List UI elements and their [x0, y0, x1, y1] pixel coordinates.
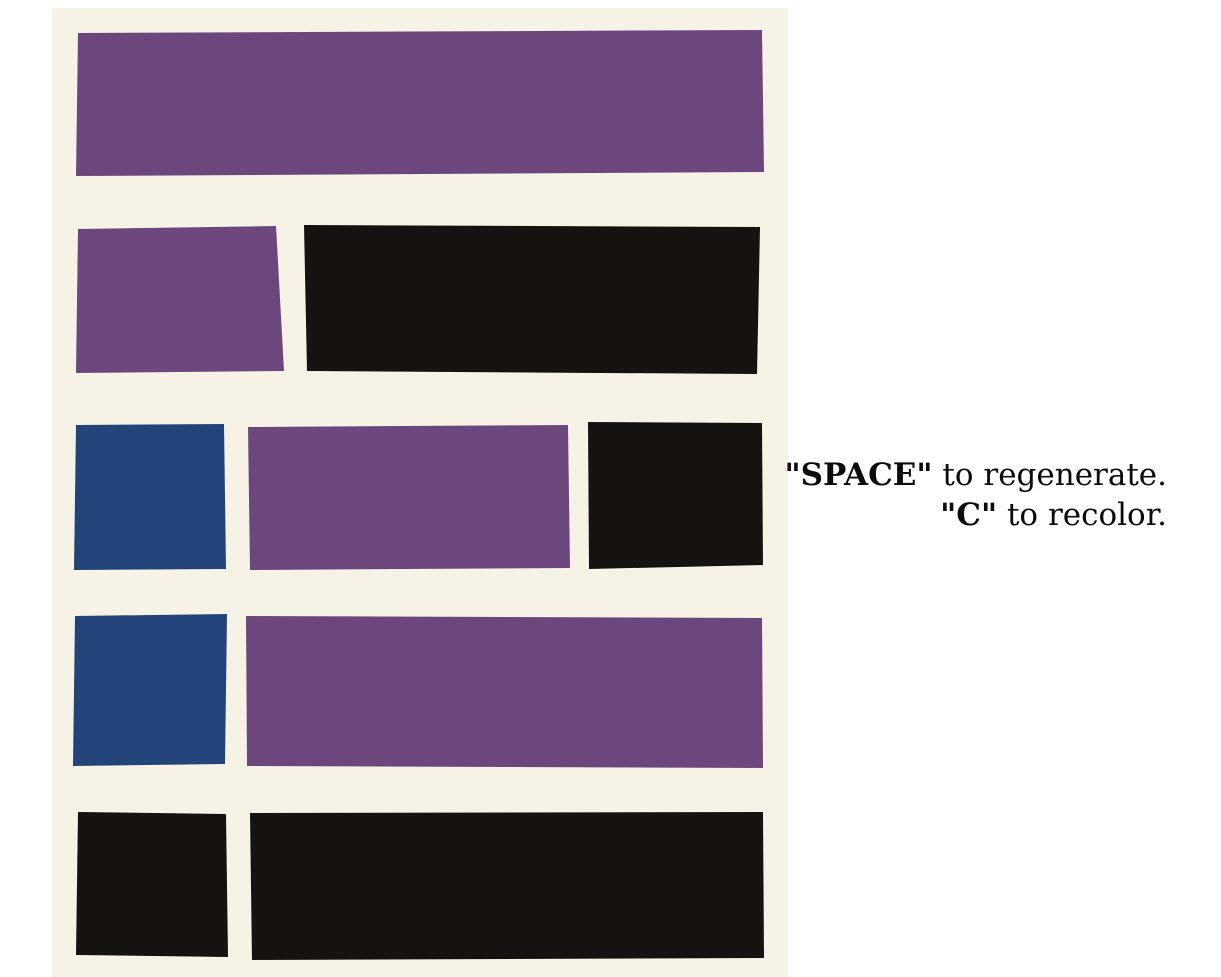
art-rect-row3-blue — [74, 424, 226, 570]
art-rect-row3-purple — [248, 425, 570, 570]
art-rect-row4-blue — [73, 614, 227, 766]
art-rect-row5-black — [250, 812, 764, 960]
generative-art-canvas[interactable] — [52, 8, 788, 977]
art-rect-row5-black — [76, 812, 228, 957]
instruction-line-regenerate: "SPACE" to regenerate. — [784, 455, 1167, 495]
art-shapes — [73, 30, 764, 960]
art-rect-row2-black — [304, 225, 760, 374]
art-rect-row1-purple — [76, 30, 764, 176]
art-rect-row3-black — [588, 422, 763, 569]
instruction-regenerate-text: to regenerate. — [932, 457, 1167, 493]
instruction-line-recolor: "C" to recolor. — [784, 495, 1167, 535]
space-key-label: "SPACE" — [784, 457, 933, 493]
instruction-recolor-text: to recolor. — [997, 497, 1167, 533]
keyboard-instructions: "SPACE" to regenerate. "C" to recolor. — [784, 455, 1167, 535]
c-key-label: "C" — [940, 497, 998, 533]
art-rect-row2-purple — [76, 226, 284, 373]
art-rect-row4-purple — [246, 616, 763, 768]
